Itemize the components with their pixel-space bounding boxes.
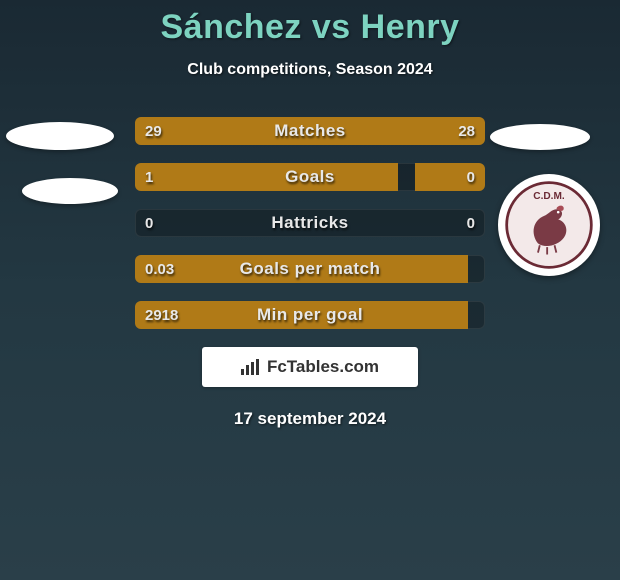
stat-row: 2918Min per goal [135,301,485,329]
source-badge[interactable]: FcTables.com [202,347,418,387]
source-badge-label: FcTables.com [267,357,379,377]
comparison-card: Sánchez vs Henry Club competitions, Seas… [0,0,620,580]
right-ellipse [490,124,590,150]
placeholder-ellipse [22,178,118,204]
crest-svg: C.D.M. [503,179,595,271]
bar-label: Goals [135,163,485,191]
stat-row: 0.03Goals per match [135,255,485,283]
date-label: 17 september 2024 [0,409,620,429]
stat-row: 2928Matches [135,117,485,145]
page-title: Sánchez vs Henry [0,0,620,47]
subtitle: Club competitions, Season 2024 [0,61,620,79]
crest-text: C.D.M. [533,191,565,202]
bar-label: Matches [135,117,485,145]
bar-label: Min per goal [135,301,485,329]
placeholder-ellipse [6,122,114,150]
stat-row: 00Hattricks [135,209,485,237]
bars-icon [241,359,261,375]
right-team-crest: C.D.M. [498,174,600,276]
bar-label: Hattricks [135,209,485,237]
bar-label: Goals per match [135,255,485,283]
stat-row: 10Goals [135,163,485,191]
